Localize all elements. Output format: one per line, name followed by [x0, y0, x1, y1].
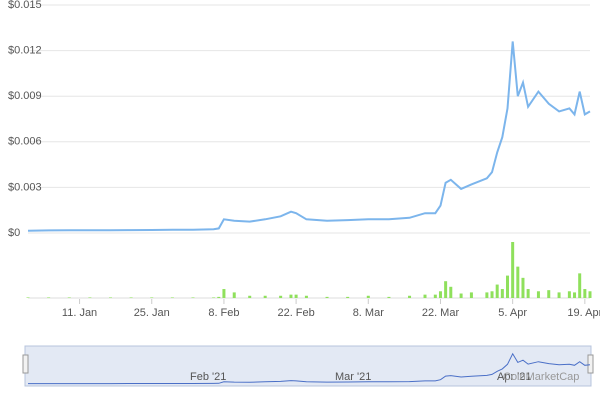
- y-tick-label: $0.003: [8, 181, 42, 193]
- volume-bar: [557, 292, 561, 298]
- volume-bar: [248, 295, 252, 298]
- volume-bar: [459, 293, 463, 298]
- volume-bar: [536, 291, 540, 298]
- volume-bar: [500, 289, 504, 298]
- volume-bar: [232, 292, 236, 298]
- watermark: CoinMarketCap: [503, 371, 579, 383]
- volume-bar: [521, 277, 525, 298]
- volume-bar: [526, 289, 530, 298]
- navigator[interactable]: [24, 345, 592, 387]
- volume-bar: [516, 266, 520, 298]
- x-tick-label: 11. Jan: [62, 307, 97, 319]
- volume-bar: [573, 292, 577, 298]
- navigator-line: [28, 352, 591, 385]
- volume-bar: [263, 295, 267, 298]
- volume-bar: [67, 297, 71, 298]
- volume-bar: [279, 295, 283, 298]
- volume-bar: [495, 284, 499, 298]
- volume-bar: [408, 295, 412, 298]
- volume-bar: [485, 292, 489, 298]
- volume-bar: [294, 294, 298, 298]
- volume-bar: [438, 291, 442, 298]
- x-tick-label: 5. Apr: [498, 307, 527, 319]
- y-tick-label: $0.009: [8, 90, 42, 102]
- volume-bar: [325, 296, 329, 298]
- volume-bar: [567, 291, 571, 298]
- navigator-label: Feb '21: [190, 371, 226, 383]
- volume-bar: [191, 297, 195, 298]
- volume-bar: [423, 294, 427, 298]
- x-tick-label: 8. Mar: [353, 307, 385, 319]
- volume-bar: [150, 297, 154, 298]
- x-tick-label: 22. Feb: [277, 307, 314, 319]
- volume-bar: [588, 291, 592, 298]
- volume-bar: [583, 289, 587, 298]
- x-tick-label: 25. Jan: [134, 307, 170, 319]
- volume-bar: [506, 275, 510, 298]
- volume-bar: [289, 294, 293, 298]
- volume-bar: [88, 297, 92, 298]
- volume-bar: [387, 296, 391, 298]
- volume-bar: [346, 296, 350, 298]
- volume-bar: [304, 295, 308, 298]
- volume-bar: [47, 297, 51, 298]
- volume-bar: [217, 296, 221, 298]
- y-tick-label: $0: [8, 227, 20, 239]
- volume-bar: [449, 286, 453, 298]
- x-tick-label: 19. Apr: [567, 307, 600, 319]
- navigator-handle[interactable]: [22, 354, 29, 374]
- volume-bar: [469, 292, 473, 298]
- y-tick-label: $0.006: [8, 136, 42, 148]
- volume-bar: [433, 294, 437, 298]
- price-line: [27, 41, 591, 232]
- x-tick-label: 22. Mar: [422, 307, 460, 319]
- y-tick-label: $0.015: [8, 0, 42, 11]
- volume-bar: [129, 297, 133, 298]
- navigator-handle[interactable]: [587, 354, 594, 374]
- volume-bar: [222, 289, 226, 298]
- volume-bar: [547, 290, 551, 298]
- volume-bar: [26, 297, 30, 298]
- volume-bar: [212, 297, 216, 298]
- volume-bar: [578, 273, 582, 298]
- x-tick-label: 8. Feb: [208, 307, 239, 319]
- navigator-label: Mar '21: [335, 371, 371, 383]
- volume-bar: [170, 297, 174, 298]
- navigator-label: Apr '21: [497, 371, 532, 383]
- volume-bar: [511, 242, 515, 298]
- volume-bar: [490, 291, 494, 298]
- y-tick-label: $0.012: [8, 45, 42, 57]
- volume-bar: [108, 297, 112, 298]
- volume-bar: [366, 295, 370, 298]
- volume-bar: [444, 281, 448, 298]
